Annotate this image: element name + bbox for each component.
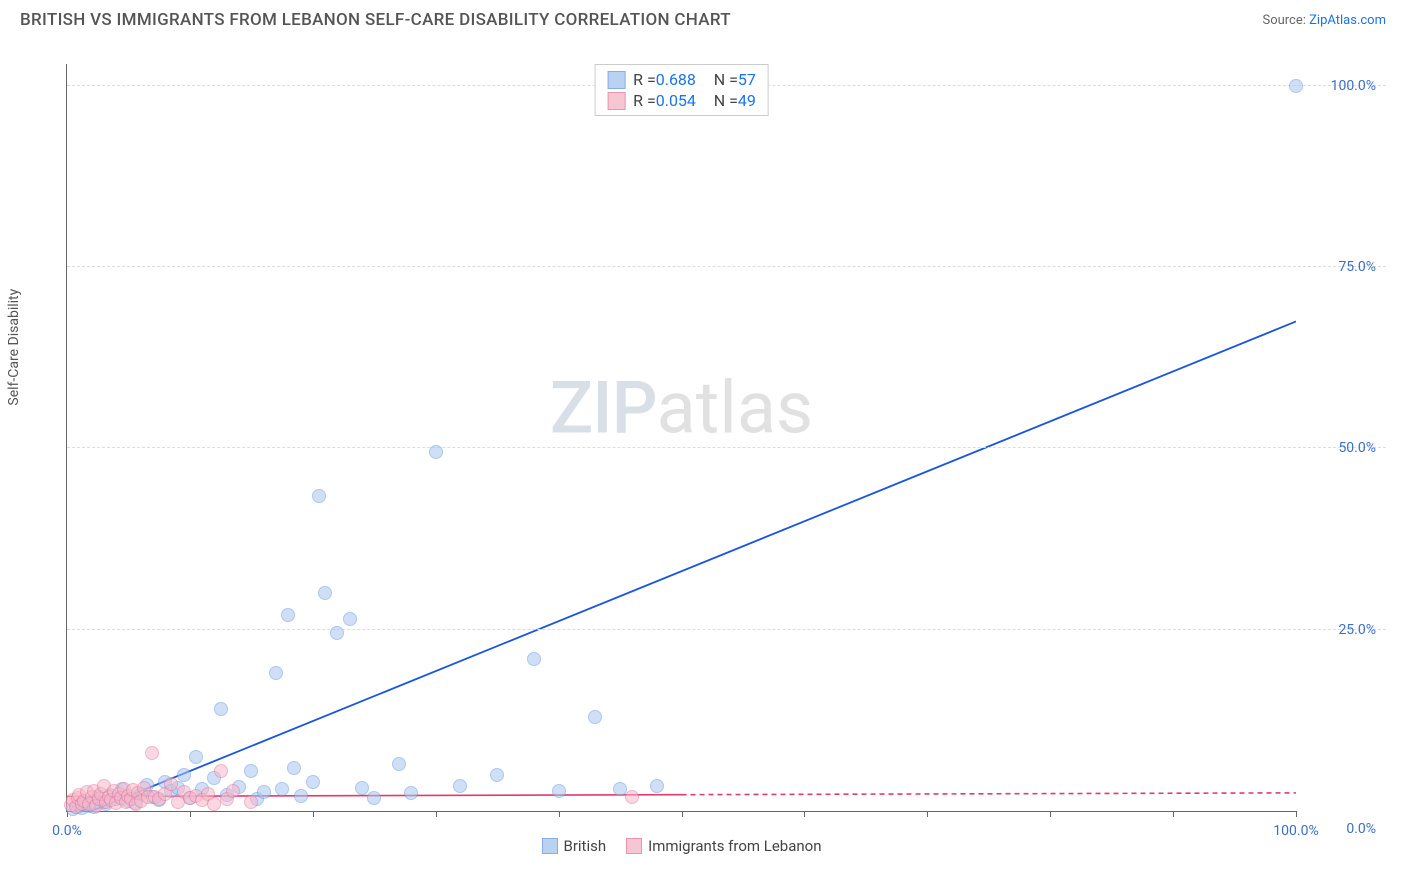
lebanon-point (214, 764, 228, 778)
y-tick-label: 0.0% (1346, 821, 1376, 837)
plot-area: ZIPatlas R = 0.688N = 57R = 0.054N = 49 … (66, 64, 1296, 812)
source-attribution: Source: ZipAtlas.com (1262, 13, 1386, 28)
y-tick-label: 100.0% (1331, 78, 1376, 94)
british-point (343, 612, 357, 626)
british-point (177, 768, 191, 782)
lebanon-point (145, 746, 159, 760)
british-point (287, 761, 301, 775)
british-point (275, 782, 289, 796)
british-point (404, 786, 418, 800)
lebanon-trendline-extrapolated (682, 793, 1297, 795)
x-tick (313, 811, 314, 817)
r-label: R = (633, 70, 656, 89)
lebanon-point (625, 790, 639, 804)
y-tick-label: 25.0% (1338, 622, 1376, 638)
n-value: 49 (738, 91, 756, 110)
british-point (1289, 79, 1303, 93)
x-tick-label: 100.0% (1273, 823, 1318, 839)
british-point (453, 779, 467, 793)
source-link[interactable]: ZipAtlas.com (1309, 13, 1386, 28)
watermark-zip: ZIP (550, 365, 657, 450)
british-point (294, 789, 308, 803)
x-tick (436, 811, 437, 817)
legend-swatch (541, 838, 557, 854)
x-tick (682, 811, 683, 817)
series-label: British (563, 837, 606, 855)
british-point (318, 586, 332, 600)
n-label: N = (714, 70, 738, 89)
british-point (257, 785, 271, 799)
y-tick-label: 75.0% (1338, 259, 1376, 275)
british-point (355, 781, 369, 795)
gridline (67, 266, 1386, 267)
series-legend-item-lebanon: Immigrants from Lebanon (626, 837, 821, 855)
british-point (312, 489, 326, 503)
legend-swatch (626, 838, 642, 854)
y-axis-label: Self-Care Disability (6, 289, 22, 406)
x-tick (559, 811, 560, 817)
british-point (588, 710, 602, 724)
n-label: N = (714, 91, 738, 110)
british-point (527, 652, 541, 666)
british-point (269, 666, 283, 680)
british-point (306, 775, 320, 789)
british-trendline (92, 321, 1296, 811)
gridline (67, 447, 1386, 448)
series-label: Immigrants from Lebanon (648, 837, 821, 855)
legend-row-lebanon: R = 0.054 N = 49 (607, 90, 756, 111)
legend-row-british: R = 0.688 N = 57 (607, 69, 756, 90)
watermark-atlas: atlas (657, 365, 814, 450)
gridline (67, 629, 1386, 630)
chart-title: BRITISH VS IMMIGRANTS FROM LEBANON SELF-… (20, 10, 731, 30)
x-tick (1050, 811, 1051, 817)
x-tick (190, 811, 191, 817)
n-value: 57 (738, 70, 756, 89)
legend-swatch (607, 92, 625, 110)
british-point (392, 757, 406, 771)
y-tick-label: 50.0% (1338, 440, 1376, 456)
lebanon-point (244, 795, 258, 809)
british-point (650, 779, 664, 793)
british-point (214, 702, 228, 716)
british-point (367, 791, 381, 805)
british-point (189, 750, 203, 764)
source-prefix: Source: (1262, 13, 1309, 28)
british-point (330, 626, 344, 640)
x-tick (1173, 811, 1174, 817)
r-label: R = (633, 91, 656, 110)
watermark: ZIPatlas (550, 365, 813, 450)
british-point (244, 764, 258, 778)
legend-swatch (607, 71, 625, 89)
lebanon-point (226, 784, 240, 798)
r-value: 0.688 (656, 70, 706, 89)
british-point (281, 608, 295, 622)
r-value: 0.054 (656, 91, 706, 110)
series-legend-item-british: British (541, 837, 606, 855)
x-tick (1296, 811, 1297, 817)
series-legend: British Immigrants from Lebanon (541, 837, 821, 855)
trend-lines (67, 64, 1296, 811)
x-tick (804, 811, 805, 817)
correlation-legend: R = 0.688 N = 57 R = 0.054 N = 49 (594, 64, 769, 116)
british-point (552, 784, 566, 798)
chart-container: Self-Care Disability ZIPatlas R = 0.688N… (20, 40, 1386, 872)
x-tick (927, 811, 928, 817)
x-tick-label: 0.0% (52, 823, 82, 839)
british-point (429, 445, 443, 459)
british-point (490, 768, 504, 782)
